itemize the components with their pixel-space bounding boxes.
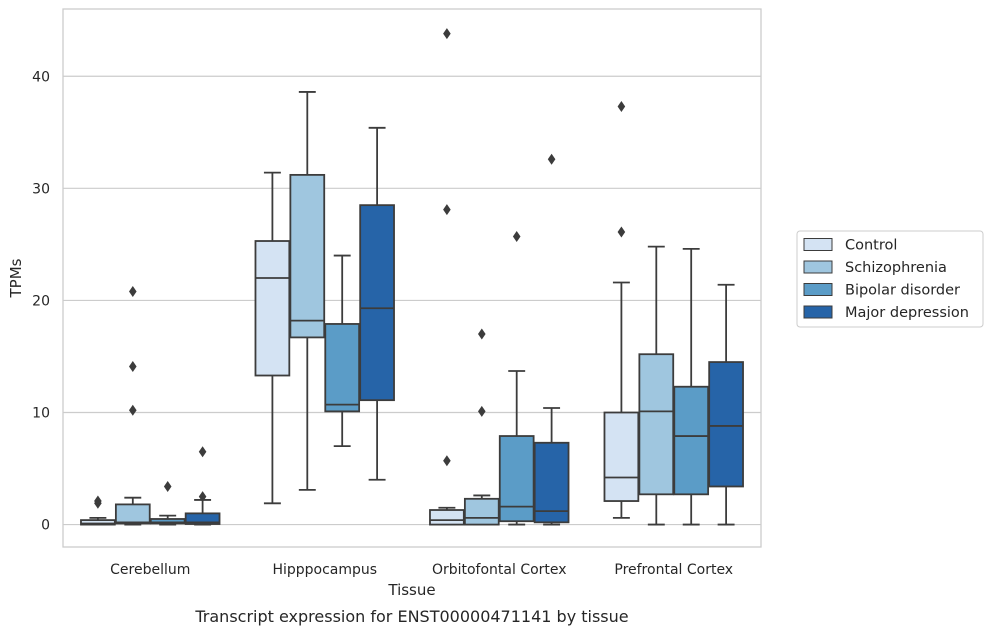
chart-caption: Transcript expression for ENST0000047114…: [194, 607, 628, 626]
outlier-point: [443, 455, 451, 467]
y-tick-label: 10: [32, 406, 50, 422]
outlier-point: [129, 404, 137, 416]
y-tick-label: 30: [32, 181, 50, 197]
box-2-2: [498, 231, 535, 526]
box-iqr: [114, 503, 151, 525]
y-tick-label: 20: [32, 293, 50, 309]
x-tick-label: Hipppocampus: [272, 562, 377, 578]
box-iqr: [708, 361, 744, 488]
outlier-point: [547, 153, 556, 165]
legend-swatch: [803, 305, 833, 319]
outlier-point: [129, 285, 137, 297]
legend-swatch: [803, 260, 833, 274]
box-0-1: [114, 285, 151, 526]
y-axis-title: TPMs: [7, 258, 25, 298]
box-3-0: [603, 101, 640, 519]
legend-label: Control: [845, 238, 897, 254]
box-iqr: [498, 435, 535, 523]
legend-label: Schizophrenia: [845, 260, 947, 276]
legend-frame: [796, 230, 984, 328]
y-axis-ticks: 0 10 20 30 40: [32, 69, 50, 533]
box-0-2: [149, 480, 186, 526]
outlier-point: [617, 226, 626, 238]
outlier-point: [478, 328, 486, 340]
box-iqr: [673, 385, 710, 496]
outlier-point: [129, 361, 137, 373]
y-tick-label: 0: [41, 518, 50, 534]
box-iqr: [184, 512, 221, 525]
x-tick-label: Cerebellum: [110, 562, 190, 578]
legend-swatch: [803, 283, 833, 296]
x-axis-title: Tissue: [387, 581, 435, 599]
box-0-3: [184, 446, 221, 526]
legend-item: Bipolar disorder: [803, 283, 960, 299]
box-iqr: [463, 497, 500, 526]
x-tick-label: Prefrontal Cortex: [614, 562, 733, 578]
box-3-3: [708, 283, 744, 526]
outlier-point: [443, 28, 451, 40]
box-1-0: [254, 171, 291, 505]
legend-label: Bipolar disorder: [845, 283, 960, 299]
legend-item: Major depression: [803, 305, 969, 321]
y-tick-label: 40: [32, 69, 50, 85]
legend-swatch: [803, 238, 833, 251]
box-1-2: [324, 254, 361, 448]
box-iqr: [80, 519, 116, 526]
legend: Control Schizophrenia Bipolar disorder Majo…: [796, 230, 984, 328]
box-1-3: [359, 126, 395, 481]
box-1-1: [289, 91, 326, 491]
legend-label: Major depression: [845, 305, 969, 321]
outlier-point: [198, 446, 207, 458]
box-iqr: [254, 240, 291, 377]
outlier-point: [512, 231, 521, 243]
box-iqr: [429, 509, 465, 526]
legend-item: Schizophrenia: [803, 260, 947, 276]
box-iqr: [603, 411, 640, 502]
outlier-point: [478, 405, 486, 417]
box-iqr: [359, 204, 395, 402]
box-3-1: [638, 245, 675, 526]
x-axis-ticks: Cerebellum Hipppocampus Orbitofontal Corte…: [110, 562, 733, 578]
outlier-point: [94, 495, 102, 507]
legend-item: Control: [803, 238, 897, 254]
box-2-3: [533, 153, 570, 526]
outlier-point: [443, 204, 451, 216]
plot-area-frame: [62, 8, 762, 548]
box-0-0: [80, 495, 116, 526]
box-2-0: [429, 28, 465, 526]
outlier-point: [617, 101, 626, 113]
boxes: [80, 28, 744, 526]
outlier-point: [198, 491, 207, 503]
box-iqr: [289, 173, 326, 339]
box-iqr: [149, 518, 186, 525]
box-3-2: [673, 247, 710, 526]
x-tick-label: Orbitofontal Cortex: [432, 562, 567, 578]
box-iqr: [533, 441, 570, 524]
outlier-point: [163, 480, 172, 492]
box-iqr: [324, 323, 361, 413]
box-iqr: [638, 353, 675, 496]
box-2-1: [463, 328, 500, 526]
